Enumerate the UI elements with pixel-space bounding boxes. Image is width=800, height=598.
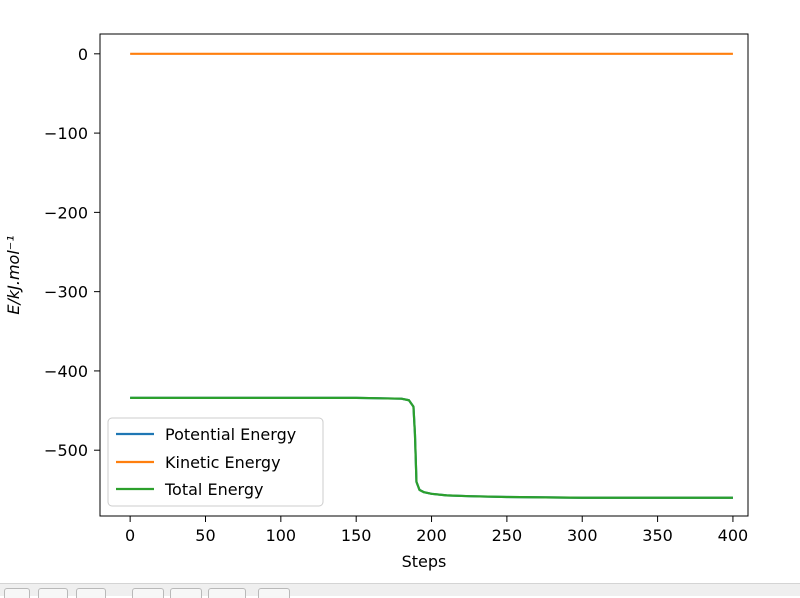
pan-button[interactable]: [132, 588, 164, 598]
y-tick-label: −100: [44, 124, 88, 143]
x-tick-label: 200: [416, 526, 447, 545]
y-axis-label: E/kJ.mol⁻¹: [4, 235, 23, 314]
series-layer: [130, 52, 733, 499]
legend-box: [107, 417, 324, 507]
configure-subplots-button[interactable]: [208, 588, 246, 598]
home-button[interactable]: [4, 588, 30, 598]
y-tick-label: −300: [44, 283, 88, 302]
x-tick-label: 100: [266, 526, 297, 545]
forward-button[interactable]: [76, 588, 106, 598]
legend-label-potential-energy: Potential Energy: [165, 425, 296, 444]
series-line-total-energy: [130, 396, 733, 499]
back-button[interactable]: [38, 588, 68, 598]
zoom-button[interactable]: [170, 588, 202, 598]
x-tick-label: 300: [567, 526, 598, 545]
x-tick-label: 0: [125, 526, 135, 545]
legend-label-total-energy: Total Energy: [164, 480, 263, 499]
save-figure-button[interactable]: [258, 588, 290, 598]
x-tick-label: 150: [341, 526, 372, 545]
y-axis: 0 −100 −200 −300 −400 −500: [44, 45, 100, 460]
legend: Potential Energy Kinetic Energy Total En…: [107, 417, 324, 507]
axes-frame: [99, 33, 749, 517]
figure-toolbar: [0, 583, 800, 598]
y-tick-label: −400: [44, 362, 88, 381]
legend-label-kinetic-energy: Kinetic Energy: [165, 453, 281, 472]
x-tick-label: 400: [718, 526, 749, 545]
x-tick-label: 50: [195, 526, 215, 545]
x-axis-label: Steps: [402, 552, 447, 571]
x-tick-label: 250: [492, 526, 523, 545]
plot-area: [130, 52, 733, 499]
y-tick-label: −200: [44, 203, 88, 222]
x-tick-label: 350: [642, 526, 673, 545]
x-axis: 0 50 100 150 200 250 300 350 400: [125, 516, 748, 545]
y-tick-label: 0: [78, 45, 88, 64]
y-tick-label: −500: [44, 441, 88, 460]
